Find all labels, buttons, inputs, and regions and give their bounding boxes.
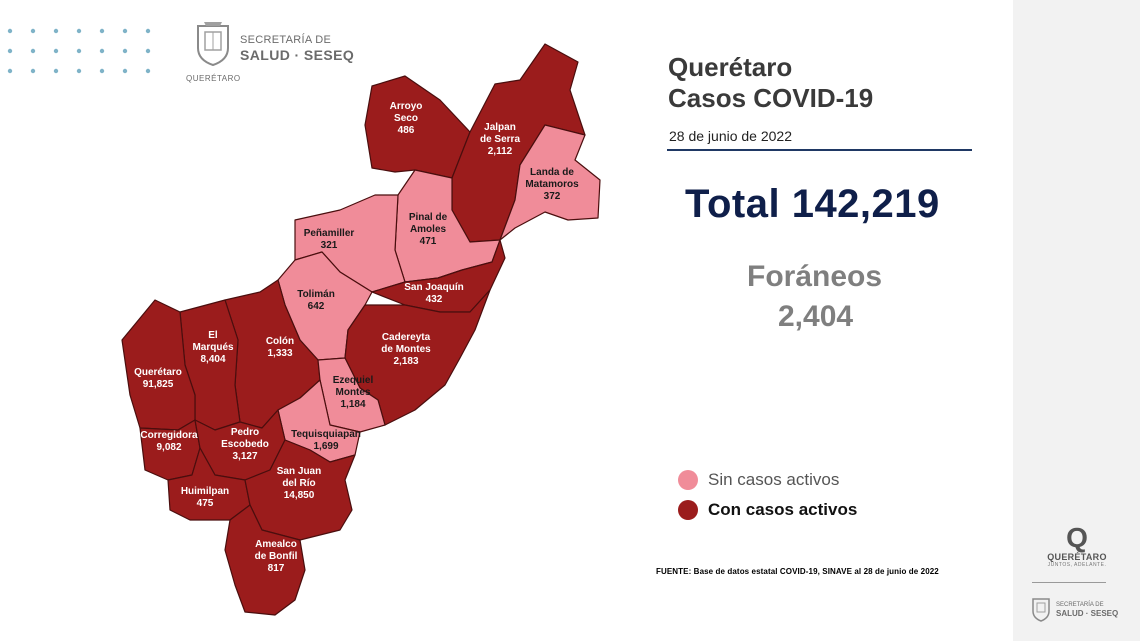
municipality-cases: 3,127	[232, 451, 257, 462]
municipality-name: Colón	[266, 336, 294, 347]
date-underline	[667, 149, 972, 151]
municipality-cases: 1,699	[313, 441, 338, 452]
municipality-name: Landa de	[530, 167, 574, 178]
brand-tagline: JUNTOS, ADELANTE.	[1047, 562, 1107, 568]
municipality-cases: 321	[321, 240, 338, 251]
logo-state-text: QUERÉTARO	[186, 74, 241, 83]
municipality-cases: 817	[268, 563, 285, 574]
municipality-name: Montes	[336, 387, 371, 398]
municipality-name: del Río	[282, 478, 315, 489]
municipality-name: Corregidora	[140, 430, 198, 441]
municipality-cases: 486	[398, 125, 415, 136]
logo-salud-text: SALUD · SESEQ	[240, 47, 355, 63]
municipality-name: Amoles	[410, 224, 447, 235]
municipality-name: de Serra	[480, 134, 520, 145]
municipality-cases: 372	[544, 191, 561, 202]
municipality-name: Matamoros	[525, 179, 579, 190]
map-region-cadereyta[interactable]	[344, 289, 491, 426]
municipality-name: Marqués	[192, 342, 234, 353]
legend-label-active: Con casos activos	[708, 500, 858, 519]
map-region-arroyo-seco[interactable]	[364, 75, 471, 179]
municipality-name: Huimilpan	[181, 486, 229, 497]
municipality-name: Seco	[394, 113, 418, 124]
municipality-cases: 1,184	[340, 399, 365, 410]
municipality-cases: 14,850	[284, 490, 315, 501]
sidebar-salud-text: SALUD · SESEQ	[1056, 609, 1119, 618]
municipality-name: Peñamiller	[304, 228, 355, 239]
page-title: Querétaro Casos COVID-19	[668, 52, 873, 114]
right-sidebar-panel	[1013, 0, 1140, 641]
municipality-name: San Joaquín	[404, 282, 463, 293]
municipality-name: de Bonfil	[255, 551, 298, 562]
municipality-name: Cadereyta	[382, 332, 431, 343]
municipality-name: Arroyo	[390, 101, 423, 112]
municipality-cases: 432	[426, 294, 443, 305]
foraneos-value: 2,404	[778, 300, 854, 333]
municipality-name: Amealco	[255, 539, 297, 550]
map-region-amealco[interactable]	[224, 504, 306, 616]
municipality-name: Pedro	[231, 427, 259, 438]
municipality-cases: 471	[420, 236, 437, 247]
decorative-dot-grid	[7, 28, 151, 74]
legend-swatch-inactive	[678, 470, 698, 490]
municipality-name: San Juan	[277, 466, 321, 477]
municipality-name: Tolimán	[297, 289, 335, 300]
sidebar-seseq-logo: SECRETARÍA DE SALUD · SESEQ	[1030, 595, 1130, 635]
sidebar-secretaria-text: SECRETARÍA DE	[1056, 602, 1104, 608]
municipality-cases: 91,825	[143, 379, 174, 390]
municipality-name: Ezequiel	[333, 375, 374, 386]
municipality-cases: 8,404	[200, 354, 225, 365]
report-date: 28 de junio de 2022	[669, 128, 792, 144]
legend-item-active: Con casos activos	[678, 500, 857, 520]
municipality-name: Querétaro	[134, 367, 182, 378]
q-logo-icon: Q	[1066, 522, 1088, 553]
total-cases: Total 142,219	[685, 182, 940, 226]
municipality-name: Jalpan	[484, 122, 516, 133]
title-line-2: Casos COVID-19	[668, 83, 874, 113]
title-line-1: Querétaro	[668, 52, 793, 82]
queretaro-brand-logo: Q QUERÉTARO JUNTOS, ADELANTE.	[1040, 524, 1114, 584]
legend-item-inactive: Sin casos activos	[678, 470, 839, 490]
legend-swatch-active	[678, 500, 698, 520]
municipality-cases: 2,183	[393, 356, 418, 367]
municipality-cases: 2,112	[488, 146, 513, 157]
municipality-name: El	[208, 330, 218, 341]
municipality-cases: 1,333	[267, 348, 292, 359]
source-note: FUENTE: Base de datos estatal COVID-19, …	[656, 567, 939, 576]
foraneos-label: Foráneos	[747, 260, 883, 293]
legend-label-inactive: Sin casos activos	[708, 470, 840, 489]
small-crest-icon	[1032, 598, 1050, 622]
municipality-name: Escobedo	[221, 439, 269, 450]
seseq-logo: SECRETARÍA DE SALUD · SESEQ QUERÉTARO	[186, 16, 378, 86]
municipality-name: Pinal de	[409, 212, 448, 223]
state-crest-icon	[197, 22, 229, 67]
municipality-cases: 475	[197, 498, 214, 509]
map-region-landa-de-matamoros[interactable]	[499, 124, 601, 241]
brand-name: QUERÉTARO	[1047, 552, 1107, 562]
municipality-cases: 9,082	[156, 442, 181, 453]
municipality-cases: 642	[308, 301, 325, 312]
sidebar-divider	[1032, 582, 1106, 583]
municipality-name: de Montes	[381, 344, 431, 355]
municipality-name: Tequisquiapan	[291, 429, 361, 440]
logo-secretaria-text: SECRETARÍA DE	[240, 34, 332, 46]
